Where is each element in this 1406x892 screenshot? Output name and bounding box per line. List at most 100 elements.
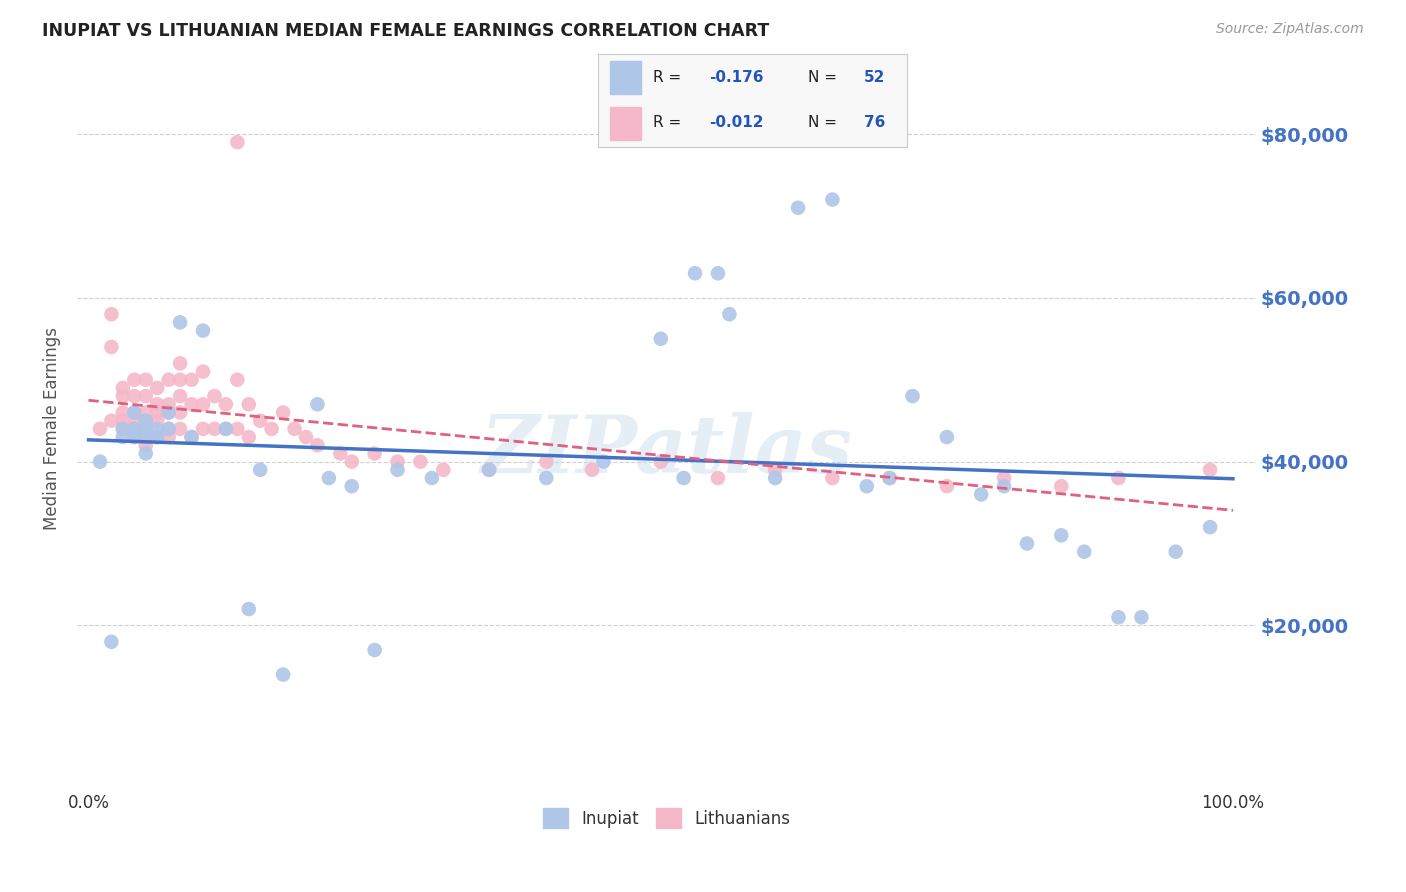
Lithuanians (169, 356, 191, 370)
Inupiat (157, 405, 180, 419)
Lithuanians (478, 463, 501, 477)
Lithuanians (283, 422, 305, 436)
Lithuanians (157, 405, 180, 419)
Lithuanians (124, 405, 146, 419)
Inupiat (855, 479, 877, 493)
Lithuanians (146, 397, 169, 411)
Lithuanians (169, 389, 191, 403)
Lithuanians (993, 471, 1015, 485)
Lithuanians (111, 405, 134, 419)
Lithuanians (135, 414, 157, 428)
Inupiat (935, 430, 957, 444)
Inupiat (271, 667, 294, 681)
Lithuanians (204, 422, 226, 436)
Lithuanians (180, 397, 202, 411)
Inupiat (536, 471, 558, 485)
Inupiat (683, 266, 706, 280)
Inupiat (89, 455, 111, 469)
Inupiat (111, 422, 134, 436)
Inupiat (340, 479, 363, 493)
Lithuanians (169, 405, 191, 419)
Lithuanians (146, 430, 169, 444)
Lithuanians (180, 373, 202, 387)
Lithuanians (340, 455, 363, 469)
Lithuanians (157, 422, 180, 436)
Inupiat (135, 446, 157, 460)
Lithuanians (409, 455, 432, 469)
Text: 52: 52 (863, 70, 884, 86)
Inupiat (1164, 545, 1187, 559)
Text: 76: 76 (863, 115, 884, 130)
Inupiat (135, 430, 157, 444)
Text: R =: R = (654, 70, 686, 86)
Inupiat (672, 471, 695, 485)
Inupiat (1073, 545, 1095, 559)
Lithuanians (935, 479, 957, 493)
Lithuanians (295, 430, 318, 444)
Inupiat (157, 422, 180, 436)
Inupiat (135, 414, 157, 428)
Lithuanians (329, 446, 352, 460)
Text: ZIPatlas: ZIPatlas (481, 412, 852, 489)
Inupiat (650, 332, 672, 346)
Lithuanians (124, 414, 146, 428)
Inupiat (763, 471, 786, 485)
Text: INUPIAT VS LITHUANIAN MEDIAN FEMALE EARNINGS CORRELATION CHART: INUPIAT VS LITHUANIAN MEDIAN FEMALE EARN… (42, 22, 769, 40)
Lithuanians (124, 430, 146, 444)
Inupiat (592, 455, 614, 469)
Lithuanians (180, 430, 202, 444)
Lithuanians (387, 455, 409, 469)
Text: -0.012: -0.012 (709, 115, 763, 130)
Inupiat (146, 422, 169, 436)
Lithuanians (111, 414, 134, 428)
Lithuanians (1199, 463, 1222, 477)
Lithuanians (191, 365, 214, 379)
Inupiat (1050, 528, 1073, 542)
Lithuanians (650, 455, 672, 469)
Lithuanians (581, 463, 603, 477)
Inupiat (478, 463, 501, 477)
Inupiat (111, 430, 134, 444)
Lithuanians (1108, 471, 1130, 485)
Lithuanians (879, 471, 901, 485)
Lithuanians (146, 414, 169, 428)
Inupiat (879, 471, 901, 485)
Lithuanians (238, 397, 260, 411)
Lithuanians (135, 389, 157, 403)
Inupiat (215, 422, 238, 436)
Inupiat (363, 643, 385, 657)
Inupiat (180, 430, 202, 444)
Lithuanians (249, 414, 271, 428)
Lithuanians (135, 405, 157, 419)
Inupiat (387, 463, 409, 477)
Text: Source: ZipAtlas.com: Source: ZipAtlas.com (1216, 22, 1364, 37)
Lithuanians (100, 307, 122, 321)
Lithuanians (124, 389, 146, 403)
Inupiat (1199, 520, 1222, 534)
Lithuanians (238, 430, 260, 444)
Y-axis label: Median Female Earnings: Median Female Earnings (44, 327, 60, 531)
Lithuanians (111, 389, 134, 403)
Lithuanians (89, 422, 111, 436)
Inupiat (821, 193, 844, 207)
Lithuanians (135, 430, 157, 444)
Inupiat (787, 201, 810, 215)
Inupiat (718, 307, 741, 321)
Lithuanians (111, 381, 134, 395)
Inupiat (1108, 610, 1130, 624)
Bar (610, 107, 641, 140)
Lithuanians (157, 373, 180, 387)
Lithuanians (157, 397, 180, 411)
Text: R =: R = (654, 115, 686, 130)
Lithuanians (146, 405, 169, 419)
Inupiat (707, 266, 730, 280)
Lithuanians (1050, 479, 1073, 493)
Inupiat (100, 635, 122, 649)
Inupiat (901, 389, 924, 403)
Lithuanians (363, 446, 385, 460)
Text: N =: N = (808, 70, 842, 86)
Inupiat (420, 471, 443, 485)
Lithuanians (226, 135, 249, 149)
Lithuanians (307, 438, 329, 452)
Lithuanians (763, 463, 786, 477)
